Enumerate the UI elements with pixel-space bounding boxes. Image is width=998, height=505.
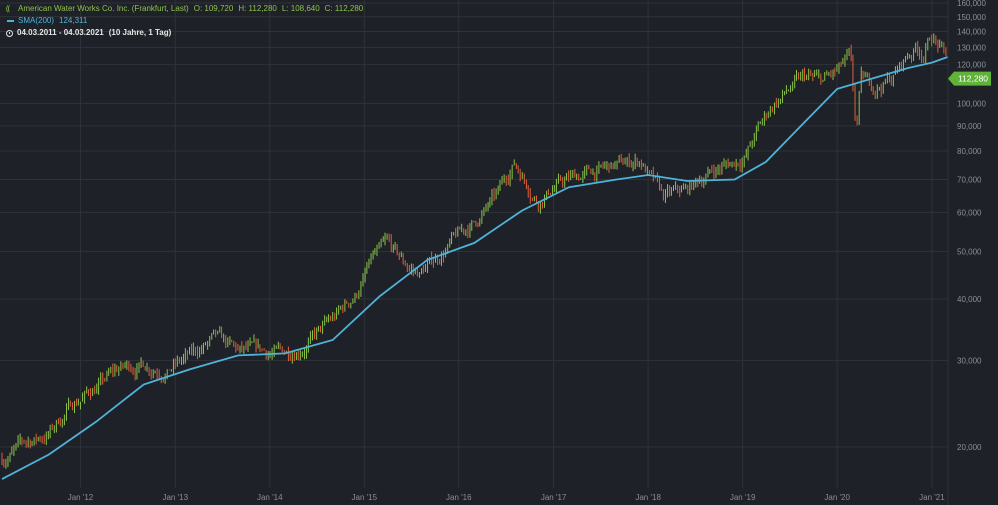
clock-icon [6,29,13,37]
x-tick-label: Jan '12 [68,493,94,502]
sma-line [1,56,949,480]
x-tick-label: Jan '18 [635,493,661,502]
legend-open: O: 109,720 [193,4,234,13]
x-tick-label: Jan '14 [257,493,283,502]
x-tick-label: Jan '15 [352,493,378,502]
x-tick-label: Jan '20 [824,493,850,502]
y-tick-label: 130,000 [957,43,986,52]
grid-lines [0,0,948,488]
legend-range-row[interactable]: 04.03.2011 - 04.03.2021 (10 Jahre, 1 Tag… [6,27,363,39]
legend-price-row[interactable]: ⸨ American Water Works Co. Inc. (Frankfu… [6,3,363,15]
y-tick-label: 60,000 [957,208,982,217]
legend-title: American Water Works Co. Inc. (Frankfurt… [18,4,189,13]
y-tick-label: 150,000 [957,13,986,22]
legend-close: C: 112,280 [324,4,364,13]
legend-high: H: 112,280 [238,4,277,13]
legend-range: 04.03.2011 - 04.03.2021 [17,28,104,37]
y-tick-label: 80,000 [957,147,982,156]
y-axis: 160,000 150,000 140,000 130,000 120,000 100,0… [947,0,986,505]
y-tick-label: 70,000 [957,175,982,184]
x-axis: Jan '12 Jan '13 Jan '14 Jan '15 Jan '16 Jan '… [68,493,946,502]
y-tick-label: 20,000 [957,443,982,452]
y-tick-label: 140,000 [957,28,986,37]
y-tick-label: 120,000 [957,60,986,69]
y-tick-label: 100,000 [957,99,986,108]
sma-line-icon [7,20,14,22]
x-tick-label: Jan '19 [730,493,756,502]
chart-legend: ⸨ American Water Works Co. Inc. (Frankfu… [6,3,363,39]
legend-sma-row[interactable]: SMA(200) 124,311 [6,15,363,27]
legend-sma-value: 124,311 [59,16,88,25]
y-tick-label: 50,000 [957,247,982,256]
y-tick-label: 90,000 [957,122,982,131]
x-tick-label: Jan '17 [541,493,567,502]
last-price-marker [948,71,991,86]
x-tick-label: Jan '21 [919,493,945,502]
x-tick-label: Jan '13 [162,493,188,502]
legend-range-note: (10 Jahre, 1 Tag) [108,28,172,37]
y-tick-label: 40,000 [957,295,982,304]
legend-low: L: 108,640 [281,4,320,13]
last-price-label: 112,280 [958,74,988,84]
ohlc-icon: ⸨ [6,4,11,13]
ohlc-series [1,33,949,469]
x-tick-label: Jan '16 [446,493,472,502]
legend-sma-label: SMA(200) [18,16,55,25]
y-tick-label: 30,000 [957,356,982,365]
y-tick-label: 160,000 [957,0,986,8]
last-price-badge: 112,280 [948,71,991,86]
